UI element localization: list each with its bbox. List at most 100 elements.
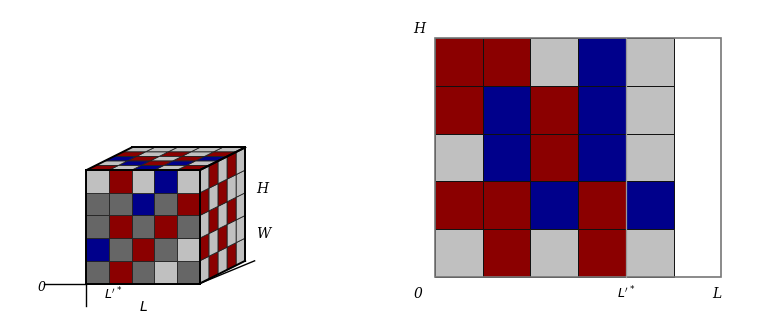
Bar [435,38,483,86]
Text: H: H [413,22,426,36]
Bar [626,134,673,181]
Polygon shape [209,229,218,256]
Bar [530,134,578,181]
Text: 0: 0 [38,281,46,295]
Polygon shape [200,256,209,284]
Polygon shape [127,157,159,161]
Text: $L$: $L$ [139,300,148,314]
Polygon shape [195,157,227,161]
Polygon shape [109,193,132,215]
Polygon shape [155,261,177,284]
Polygon shape [173,157,204,161]
Polygon shape [104,157,136,161]
Polygon shape [155,238,177,261]
Polygon shape [227,243,236,270]
Bar [435,38,721,277]
Polygon shape [227,152,236,179]
Polygon shape [236,215,245,243]
Polygon shape [109,215,132,238]
Polygon shape [236,193,245,220]
Polygon shape [214,147,245,152]
Bar [578,229,626,277]
Polygon shape [132,238,155,261]
Polygon shape [87,170,109,193]
Text: 0: 0 [413,287,423,301]
Bar [483,86,530,134]
Polygon shape [200,188,209,215]
Polygon shape [218,157,227,184]
Polygon shape [159,152,190,157]
Text: $L'^*$: $L'^*$ [104,286,123,302]
Polygon shape [87,261,109,284]
Text: $L'^*$: $L'^*$ [617,285,635,301]
Polygon shape [163,161,195,166]
Bar [435,134,483,181]
Polygon shape [218,225,227,252]
Polygon shape [132,261,155,284]
Polygon shape [190,147,222,152]
Polygon shape [227,175,236,202]
Polygon shape [209,206,218,234]
Polygon shape [177,215,200,238]
Polygon shape [150,157,182,161]
Polygon shape [200,234,209,261]
Polygon shape [136,152,168,157]
Polygon shape [132,166,163,170]
Polygon shape [177,170,200,193]
Bar [435,229,483,277]
Text: L: L [712,287,721,301]
Polygon shape [204,152,236,157]
Bar [530,86,578,134]
Polygon shape [87,193,109,215]
Bar [483,134,530,181]
Polygon shape [155,193,177,215]
Polygon shape [123,147,155,152]
Bar [483,38,530,86]
Polygon shape [200,211,209,238]
Bar [483,229,530,277]
Bar [578,38,626,86]
Bar [483,181,530,229]
Polygon shape [236,170,245,197]
Polygon shape [227,220,236,247]
Polygon shape [155,170,177,193]
Polygon shape [227,197,236,225]
Polygon shape [146,147,177,152]
Polygon shape [187,161,218,166]
Polygon shape [209,252,218,279]
Polygon shape [87,166,118,170]
Polygon shape [236,147,245,175]
Bar [530,181,578,229]
Polygon shape [218,247,227,274]
Polygon shape [109,261,132,284]
Bar [530,229,578,277]
Polygon shape [132,215,155,238]
Polygon shape [209,161,218,188]
Bar [626,181,673,229]
Text: W: W [256,227,270,241]
Bar [626,86,673,134]
Bar [578,181,626,229]
Text: H: H [256,182,269,196]
Polygon shape [132,170,155,193]
Polygon shape [177,238,200,261]
Polygon shape [141,161,173,166]
Bar [578,134,626,181]
Polygon shape [200,166,209,193]
Polygon shape [132,193,155,215]
Bar [626,38,673,86]
Polygon shape [109,166,141,170]
Polygon shape [87,238,109,261]
Polygon shape [155,215,177,238]
Bar [530,38,578,86]
Polygon shape [218,179,227,206]
Polygon shape [236,238,245,265]
Bar [626,229,673,277]
Polygon shape [155,166,187,170]
Bar [435,86,483,134]
Bar [435,181,483,229]
Polygon shape [177,166,209,170]
Polygon shape [118,161,150,166]
Polygon shape [109,238,132,261]
Polygon shape [177,261,200,284]
